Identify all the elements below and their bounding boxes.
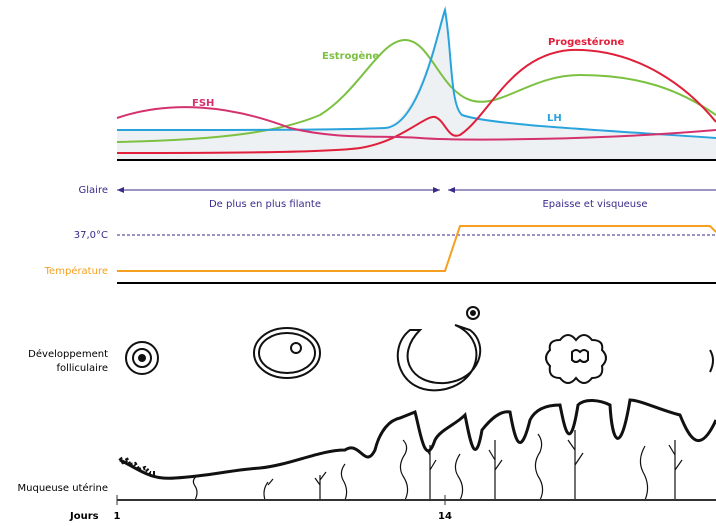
days-label: Jours <box>69 511 99 522</box>
curve-fill <box>117 10 716 160</box>
arrowhead <box>448 187 455 193</box>
follicle-label-1: Développement <box>28 348 108 360</box>
mucosa-surface <box>119 398 716 480</box>
temperature-curve <box>117 225 716 272</box>
follicle-label-2: folliculaire <box>56 363 108 374</box>
mucosa-shedding <box>118 456 156 475</box>
temp-label: Température <box>44 265 108 277</box>
day-start: 1 <box>114 511 121 522</box>
progesterone-label: Progestérone <box>548 36 625 48</box>
glaire-label: Glaire <box>79 185 108 196</box>
mucosa-label: Muqueuse utérine <box>18 482 108 494</box>
estrogen-label: Estrogène <box>322 50 379 62</box>
fsh-label: FSH <box>192 98 214 109</box>
day-ovulation: 14 <box>438 511 452 522</box>
lh-label: LH <box>547 113 562 124</box>
lh-curve <box>116 6 716 139</box>
progesterone-curve <box>116 48 716 154</box>
glaire-phase2: Epaisse et visqueuse <box>542 199 647 210</box>
follicles <box>125 306 714 392</box>
glands <box>192 430 683 501</box>
glaire-phase1: De plus en plus filante <box>209 199 321 210</box>
temp-threshold: 37,0°C <box>74 230 108 241</box>
fsh-curve <box>116 106 716 141</box>
